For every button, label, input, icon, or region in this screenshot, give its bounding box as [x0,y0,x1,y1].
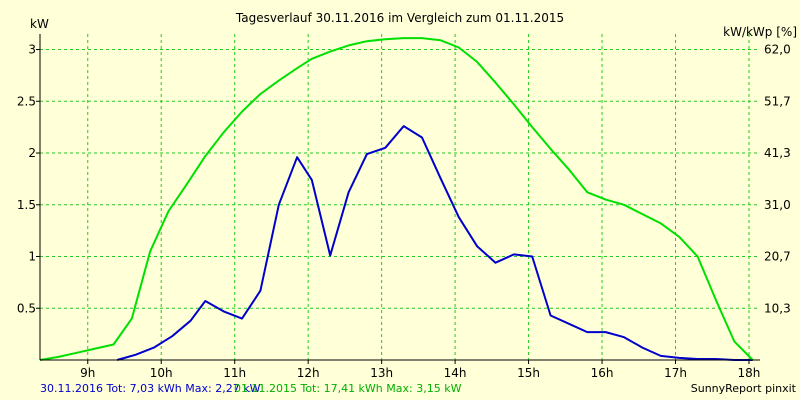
y-axis-label: kW [30,17,49,31]
x-tick-label: 15h [517,366,540,380]
x-tick-label: 13h [370,366,393,380]
tick-labels: 9h 10h 11h 12h 13h 14h 15h 16h 17h 18h 0.5 10,3 1 20,… [17,43,791,380]
series1-summary: 30.11.2016 Tot: 7,03 kWh Max: 2,27 kW [40,382,261,395]
series2-summary: 01.11.2015 Tot: 17,41 kWh Max: 3,15 kW [234,382,462,395]
y-tick-label: 0.5 [17,301,36,315]
y-tick-label: 2.5 [17,94,36,108]
grid-lines [36,34,760,364]
x-tick-label: 17h [664,366,687,380]
y2-tick-label: 31,0 [764,198,791,212]
y2-tick-label: 41,3 [764,146,791,160]
y-tick-label: 2 [28,146,36,160]
chart-title: Tagesverlauf 30.11.2016 im Vergleich zum… [235,11,564,25]
x-tick-label: 18h [738,366,761,380]
x-tick-label: 10h [150,366,173,380]
y2-tick-label: 51,7 [764,94,791,108]
y-tick-label: 1.5 [17,198,36,212]
x-tick-label: 16h [591,366,614,380]
y2-tick-label: 10,3 [764,301,791,315]
series-group [39,37,754,361]
y2-tick-label: 62,0 [764,43,791,57]
x-tick-label: 12h [297,366,320,380]
y2-axis-label: kW/kWp [%] [723,25,797,39]
y-tick-label: 3 [28,43,36,57]
x-tick-label: 11h [223,366,246,380]
y2-tick-label: 20,7 [764,250,791,264]
x-tick-label: 9h [80,366,95,380]
y-tick-label: 1 [28,250,36,264]
series-line-2 [39,37,754,361]
series-line-1 [116,125,753,361]
credit-label: SunnyReport pinxit [690,382,796,395]
x-tick-label: 14h [444,366,467,380]
